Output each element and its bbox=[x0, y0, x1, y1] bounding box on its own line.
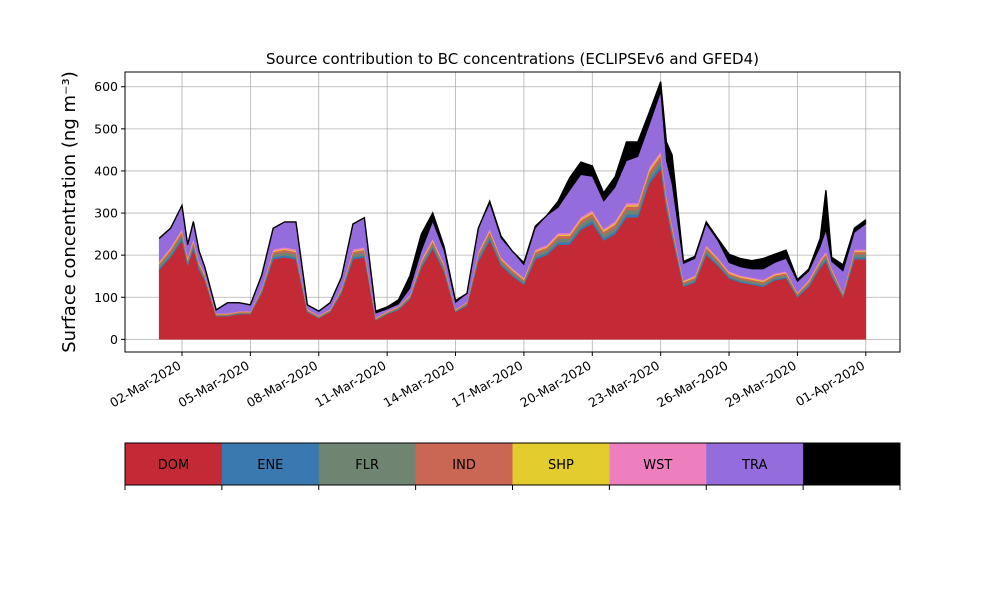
legend-label-dom: DOM bbox=[158, 458, 189, 473]
legend-swatch-tra bbox=[706, 443, 804, 485]
legend-swatch-dom bbox=[125, 443, 223, 485]
y-tick-label: 400 bbox=[94, 163, 118, 178]
legend-swatch-ene bbox=[221, 443, 320, 485]
legend-label-ind: IND bbox=[452, 458, 476, 473]
legend-swatch-flr bbox=[318, 443, 417, 485]
y-axis-label: Surface concentration (ng m⁻³) bbox=[59, 71, 80, 353]
stacked-areas bbox=[158, 81, 867, 340]
legend-label-flr: FLR bbox=[355, 458, 379, 473]
legend-swatch-ind bbox=[415, 443, 513, 485]
legend-label-tra: TRA bbox=[741, 458, 767, 473]
y-tick-label: 100 bbox=[94, 290, 118, 305]
chart-title: Source contribution to BC concentrations… bbox=[266, 50, 759, 68]
legend-swatch-wst bbox=[609, 443, 707, 485]
plot-frame bbox=[124, 71, 901, 353]
legend-label-wst: WST bbox=[643, 458, 672, 473]
legend-label-bb: BB bbox=[843, 458, 861, 473]
y-tick-label: 500 bbox=[94, 121, 118, 136]
y-tick-label: 200 bbox=[94, 248, 118, 263]
legend: DOM ENE FLR IND SHP WST TRA BB bbox=[124, 442, 901, 490]
y-tick-label: 600 bbox=[94, 79, 118, 94]
legend-frame bbox=[124, 442, 901, 486]
legend-label-ene: ENE bbox=[257, 458, 283, 473]
legend-swatch-bb bbox=[803, 443, 901, 485]
total-line bbox=[158, 81, 867, 313]
y-tick-label: 300 bbox=[94, 206, 118, 221]
y-axis: 0 100 200 300 400 500 600 bbox=[94, 79, 125, 347]
y-tick-label: 0 bbox=[110, 332, 118, 347]
legend-swatch-shp bbox=[512, 443, 610, 485]
legend-label-shp: SHP bbox=[548, 458, 574, 473]
